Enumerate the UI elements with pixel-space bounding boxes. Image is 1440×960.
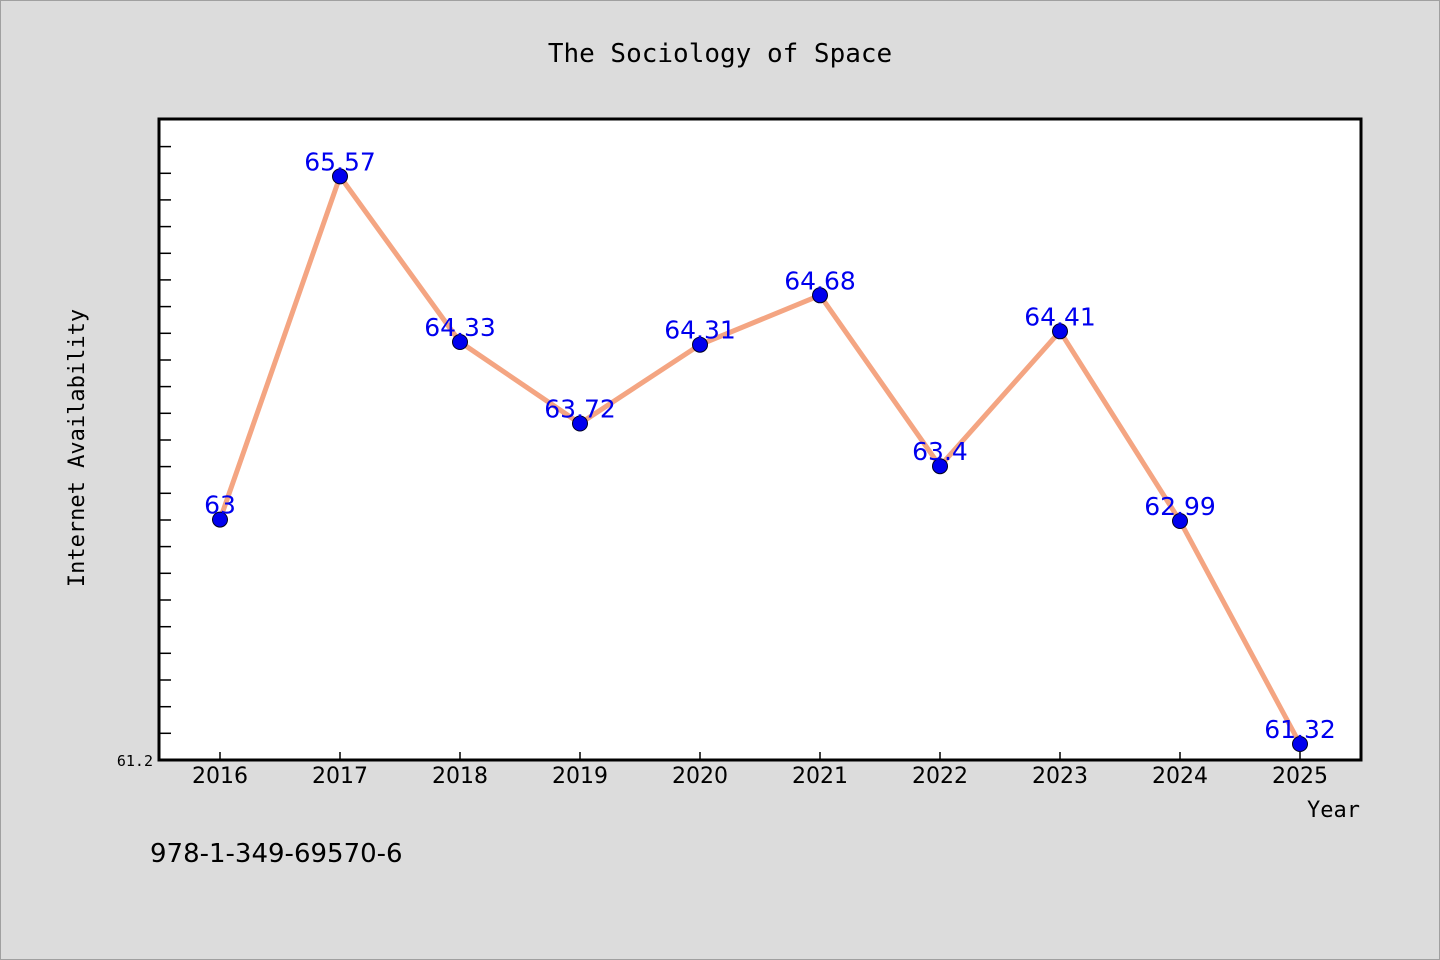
data-label: 64.41	[1024, 302, 1096, 331]
data-labels: 63 65.57 64.33 63.72 64.31 64.68 63.4 64.41 62.9…	[204, 147, 1336, 744]
data-label: 64.31	[664, 316, 736, 345]
data-point	[452, 334, 468, 350]
data-label: 63	[204, 491, 236, 520]
data-point	[1292, 736, 1308, 752]
x-tick-label: 2016	[192, 764, 248, 789]
x-tick-label: 2020	[672, 764, 728, 789]
data-label: 61.32	[1264, 715, 1336, 744]
data-point	[1172, 513, 1188, 529]
data-label: 64.68	[784, 266, 856, 295]
data-point	[572, 415, 588, 432]
series-line	[217, 173, 1303, 746]
data-point	[692, 336, 708, 353]
data-label: 64.33	[424, 313, 496, 342]
x-tick-label: 2019	[552, 764, 608, 789]
x-axis-ticks	[219, 752, 1301, 760]
series-markers	[212, 168, 1308, 752]
isbn-text: 978-1-349-69570-6	[150, 839, 403, 869]
y-axis-min-label: 61.2	[117, 752, 153, 770]
data-label: 65.57	[304, 147, 376, 176]
x-tick-label: 2024	[1152, 764, 1208, 789]
data-point	[332, 168, 348, 185]
data-label: 63.4	[912, 437, 968, 466]
data-point	[212, 511, 228, 528]
x-tick-label: 2018	[432, 764, 488, 789]
data-point	[1052, 323, 1068, 340]
x-tick-label: 2021	[792, 764, 848, 789]
data-label: 63.72	[544, 395, 616, 424]
chart-title: The Sociology of Space	[548, 39, 892, 69]
y-axis-label: Internet Availability	[65, 309, 90, 587]
data-point	[812, 287, 828, 304]
data-label: 62.99	[1144, 492, 1216, 521]
x-axis-tick-labels: 2016 2017 2018 2019 2020 2021 2022 2023 2024 2025	[192, 764, 1328, 789]
x-axis-label: Year	[1307, 798, 1360, 823]
x-tick-label: 2025	[1272, 764, 1328, 789]
y-axis-ticks	[159, 145, 171, 735]
x-tick-label: 2022	[912, 764, 968, 789]
x-tick-label: 2023	[1032, 764, 1088, 789]
plot-area	[157, 117, 1363, 762]
data-point	[932, 458, 948, 475]
x-tick-label: 2017	[312, 764, 368, 789]
